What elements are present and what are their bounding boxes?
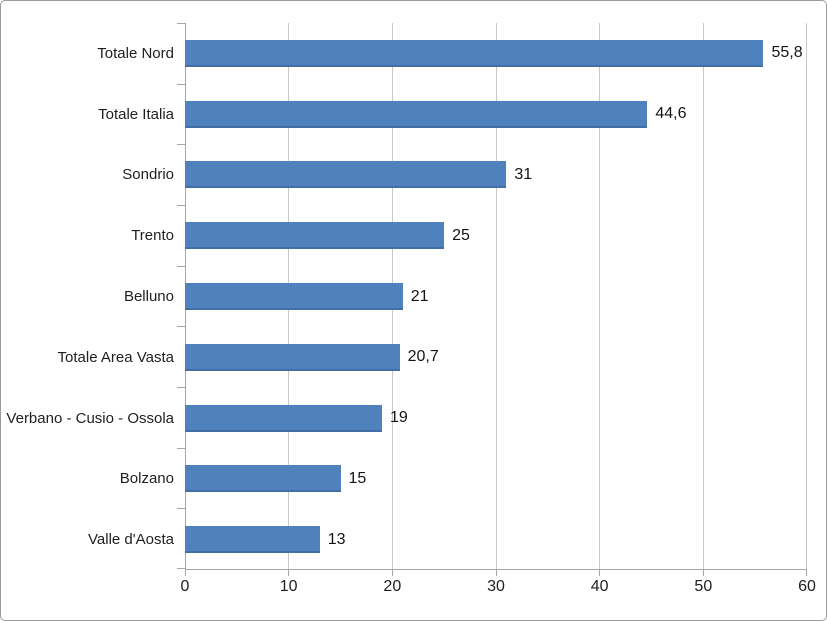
value-label: 55,8 — [771, 44, 803, 62]
y-axis-tick — [177, 23, 185, 24]
bar-row: Totale Italia 44,6 — [1, 84, 807, 145]
x-axis-tick-label: 40 — [590, 578, 609, 595]
y-axis-tick — [177, 447, 185, 449]
y-axis-tick — [177, 326, 185, 328]
x-axis-tick — [806, 570, 807, 576]
category-label: Totale Area Vasta — [57, 348, 174, 366]
gridline — [495, 23, 497, 569]
bar — [185, 161, 507, 189]
x-axis: 0 10 20 30 40 50 60 — [181, 578, 816, 600]
x-axis-tick — [185, 570, 186, 576]
bar-track: 25 — [185, 222, 807, 250]
category-label: Belluno — [123, 288, 174, 306]
bar-track: 15 — [185, 465, 807, 493]
category-label: Valle d'Aosta — [88, 531, 174, 549]
bar-row: Totale Nord 55,8 — [1, 23, 807, 84]
y-axis-tick — [177, 386, 185, 388]
y-axis-tick — [177, 568, 185, 569]
x-axis-tick-label: 30 — [487, 578, 505, 595]
bar-rows: Totale Nord 55,8 Totale Italia 44,6 Sondrio 3… — [1, 23, 807, 570]
bar — [185, 283, 403, 311]
category-label: Verbano - Cusio - Ossola — [6, 409, 174, 427]
category-label: Trento — [131, 227, 174, 245]
value-label: 15 — [348, 469, 367, 487]
bar-row: Sondrio 31 — [1, 145, 807, 206]
value-label: 19 — [389, 409, 408, 427]
bar-row: Valle d'Aosta 13 — [1, 509, 807, 570]
y-axis-tick — [177, 265, 185, 267]
bar — [185, 526, 320, 554]
bar-track: 13 — [185, 526, 807, 554]
bar-track: 21 — [185, 283, 807, 311]
bar-row: Verbano - Cusio - Ossola 19 — [1, 388, 807, 449]
x-axis-tick — [702, 570, 704, 576]
category-label: Totale Italia — [98, 105, 174, 123]
chart-body: Totale Nord 55,8 Totale Italia 44,6 Sondrio 3… — [1, 23, 807, 576]
x-axis-tick — [391, 570, 393, 576]
bar — [185, 100, 648, 128]
category-label: Totale Nord — [97, 44, 174, 62]
x-axis-tick-label: 10 — [279, 578, 298, 595]
bar-row: Bolzano 15 — [1, 448, 807, 509]
x-axis-tick-label: 20 — [383, 578, 402, 595]
value-label: 31 — [514, 165, 533, 183]
x-axis-tick — [495, 570, 497, 576]
gridline — [702, 23, 704, 569]
bar-track: 19 — [185, 404, 807, 432]
gridline — [806, 23, 807, 569]
value-label: 44,6 — [655, 105, 687, 123]
bar — [185, 404, 382, 432]
value-label: 21 — [410, 287, 429, 305]
bar-track: 44,6 — [185, 100, 807, 128]
bar-row: Belluno 21 — [1, 266, 807, 327]
x-axis-tick-label: 60 — [798, 578, 816, 595]
bar-row: Totale Area Vasta 20,7 — [1, 327, 807, 388]
bar-track: 55,8 — [185, 39, 807, 67]
x-axis-tick-label: 0 — [180, 578, 190, 595]
bar-row: Trento 25 — [1, 205, 807, 266]
category-label: Sondrio — [122, 166, 174, 184]
value-label: 13 — [327, 530, 346, 548]
bar — [185, 343, 400, 371]
category-label: Bolzano — [119, 470, 174, 488]
y-axis-tick — [177, 83, 185, 85]
bar-track: 20,7 — [185, 343, 807, 371]
x-axis-tick — [598, 570, 600, 576]
value-label: 20,7 — [407, 348, 439, 366]
bar — [185, 39, 764, 67]
x-axis-tick — [288, 570, 290, 576]
bar — [185, 465, 341, 493]
y-axis-tick — [177, 144, 185, 146]
gridline — [598, 23, 600, 569]
y-axis-tick — [177, 508, 185, 510]
bar-track: 31 — [185, 161, 807, 189]
y-axis-tick — [177, 204, 185, 206]
x-axis-tick-label: 50 — [694, 578, 713, 595]
value-label: 25 — [452, 226, 470, 244]
bar — [185, 222, 445, 250]
